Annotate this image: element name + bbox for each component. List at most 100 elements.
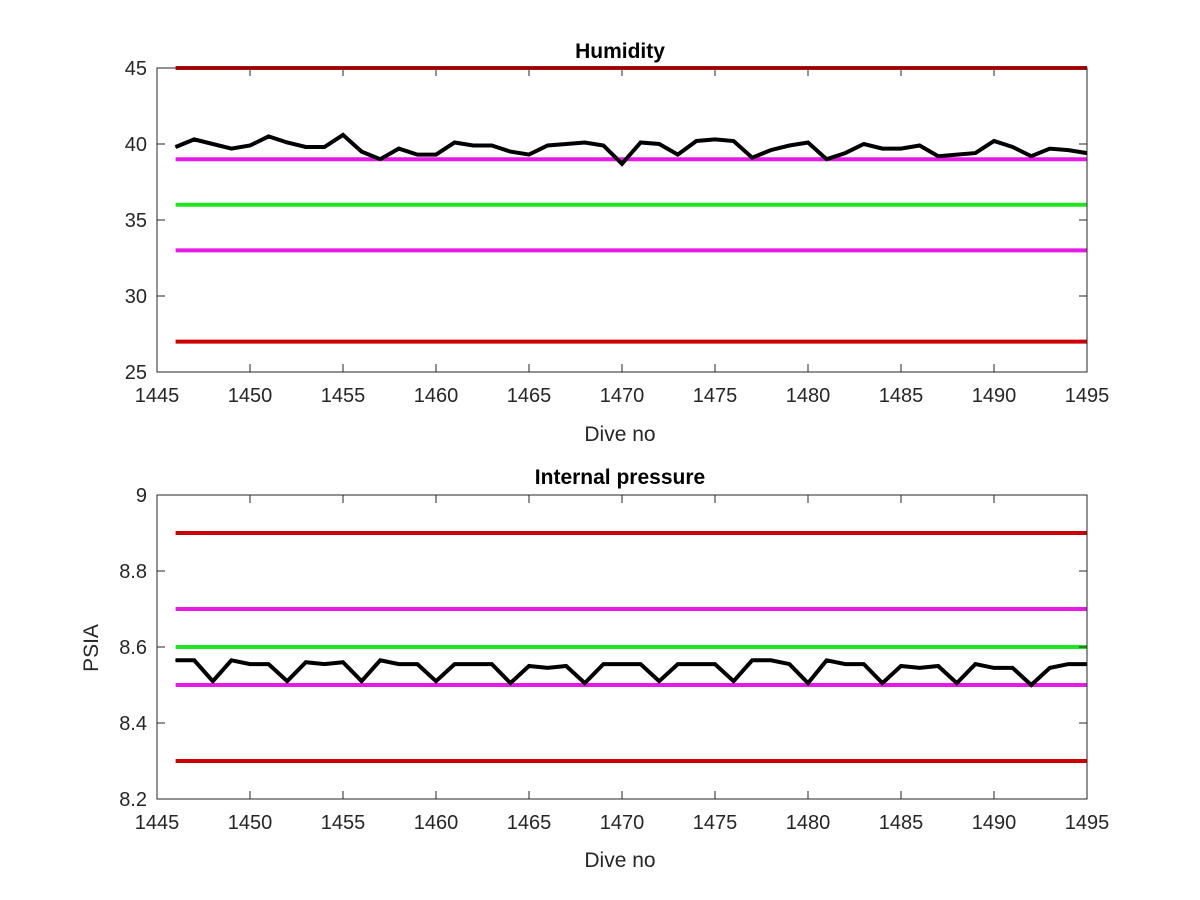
data-point bbox=[658, 143, 660, 145]
data-point bbox=[1030, 684, 1032, 686]
plot-area: 1445 1450 1455 1460 1465 1470 1475 1480 1485 1490… bbox=[125, 58, 1110, 407]
data-point bbox=[919, 667, 921, 669]
data-point bbox=[268, 663, 270, 665]
data-point bbox=[826, 659, 828, 661]
data-point bbox=[175, 146, 177, 148]
data-point bbox=[658, 680, 660, 682]
data-point bbox=[1012, 146, 1014, 148]
data-point bbox=[863, 663, 865, 665]
data-point bbox=[974, 152, 977, 154]
data-point bbox=[956, 154, 958, 156]
x-tick-label: 1455 bbox=[321, 385, 366, 407]
data-point bbox=[547, 144, 549, 147]
x-tick-label: 1495 bbox=[1065, 385, 1110, 407]
x-tick-label: 1495 bbox=[1065, 812, 1110, 834]
data-point bbox=[491, 663, 493, 665]
y-tick-label: 8.6 bbox=[119, 637, 147, 659]
data-point bbox=[770, 659, 772, 661]
data-point bbox=[584, 141, 586, 144]
data-point bbox=[807, 682, 809, 684]
data-point bbox=[640, 663, 642, 665]
x-axis-label: Dive no bbox=[584, 849, 655, 872]
data-point bbox=[509, 151, 511, 153]
data-point bbox=[956, 682, 958, 684]
data-point bbox=[1067, 149, 1069, 151]
x-tick-label: 1470 bbox=[600, 812, 645, 834]
data-point bbox=[193, 659, 195, 661]
data-point bbox=[807, 141, 809, 144]
data-point bbox=[212, 680, 214, 682]
data-point bbox=[788, 663, 791, 665]
data-point bbox=[528, 154, 530, 156]
data-point bbox=[249, 144, 251, 147]
x-tick-label: 1465 bbox=[507, 812, 552, 834]
y-tick-label: 30 bbox=[125, 286, 147, 308]
data-point bbox=[361, 680, 363, 682]
x-axis-label: Dive no bbox=[584, 423, 655, 446]
data-point bbox=[398, 663, 400, 665]
y-tick-label: 9 bbox=[136, 485, 147, 507]
data-point bbox=[454, 141, 456, 144]
data-point bbox=[454, 663, 456, 665]
data-point bbox=[398, 147, 400, 150]
data-point bbox=[509, 682, 511, 684]
data-point bbox=[881, 682, 884, 684]
data-point bbox=[751, 157, 753, 159]
x-tick-label: 1450 bbox=[228, 385, 273, 407]
x-tick-label: 1490 bbox=[972, 812, 1017, 834]
data-point bbox=[305, 661, 307, 663]
data-point bbox=[826, 158, 828, 160]
y-tick-label: 40 bbox=[125, 134, 147, 156]
data-point bbox=[695, 663, 698, 665]
y-tick-label: 25 bbox=[125, 362, 147, 384]
data-point bbox=[230, 659, 232, 661]
data-point bbox=[305, 146, 307, 148]
data-point bbox=[435, 154, 437, 156]
data-point bbox=[323, 146, 325, 148]
data-point bbox=[1049, 667, 1051, 669]
data-point bbox=[565, 143, 567, 145]
data-point bbox=[1049, 147, 1051, 150]
x-tick-label: 1480 bbox=[786, 385, 831, 407]
y-axis-label: PSIA bbox=[80, 624, 103, 672]
y-tick-label: 35 bbox=[125, 210, 147, 232]
x-tick-label: 1450 bbox=[228, 812, 273, 834]
x-tick-label: 1460 bbox=[414, 385, 459, 407]
data-point bbox=[695, 140, 698, 142]
data-point bbox=[1012, 667, 1014, 669]
x-tick-label: 1460 bbox=[414, 812, 459, 834]
x-tick-label: 1480 bbox=[786, 812, 831, 834]
data-point bbox=[268, 135, 270, 137]
data-point bbox=[900, 147, 902, 150]
data-point bbox=[602, 144, 605, 147]
chart-title: Internal pressure bbox=[535, 466, 705, 489]
x-tick-label: 1445 bbox=[135, 812, 180, 834]
y-tick-label: 8.4 bbox=[119, 713, 147, 735]
data-point bbox=[714, 138, 716, 141]
series-line bbox=[175, 658, 1087, 688]
data-point bbox=[733, 680, 735, 682]
x-tick-label: 1475 bbox=[693, 385, 738, 407]
data-point bbox=[844, 663, 846, 665]
data-point bbox=[435, 680, 437, 682]
data-point bbox=[342, 661, 344, 663]
data-point bbox=[788, 144, 791, 147]
data-point bbox=[621, 663, 623, 665]
data-point bbox=[249, 663, 251, 665]
data-point bbox=[416, 663, 418, 665]
data-point bbox=[863, 143, 865, 145]
data-point bbox=[212, 143, 214, 145]
series-line bbox=[174, 132, 1088, 167]
data-point bbox=[974, 663, 977, 665]
data-point bbox=[379, 659, 381, 661]
data-point bbox=[751, 659, 753, 661]
data-point bbox=[361, 151, 363, 153]
x-tick-label: 1490 bbox=[972, 385, 1017, 407]
data-point bbox=[733, 140, 735, 142]
data-point bbox=[677, 154, 679, 156]
data-point bbox=[881, 147, 884, 150]
data-point bbox=[993, 667, 995, 669]
y-tick-label: 8.8 bbox=[119, 561, 147, 583]
x-tick-label: 1445 bbox=[135, 385, 180, 407]
